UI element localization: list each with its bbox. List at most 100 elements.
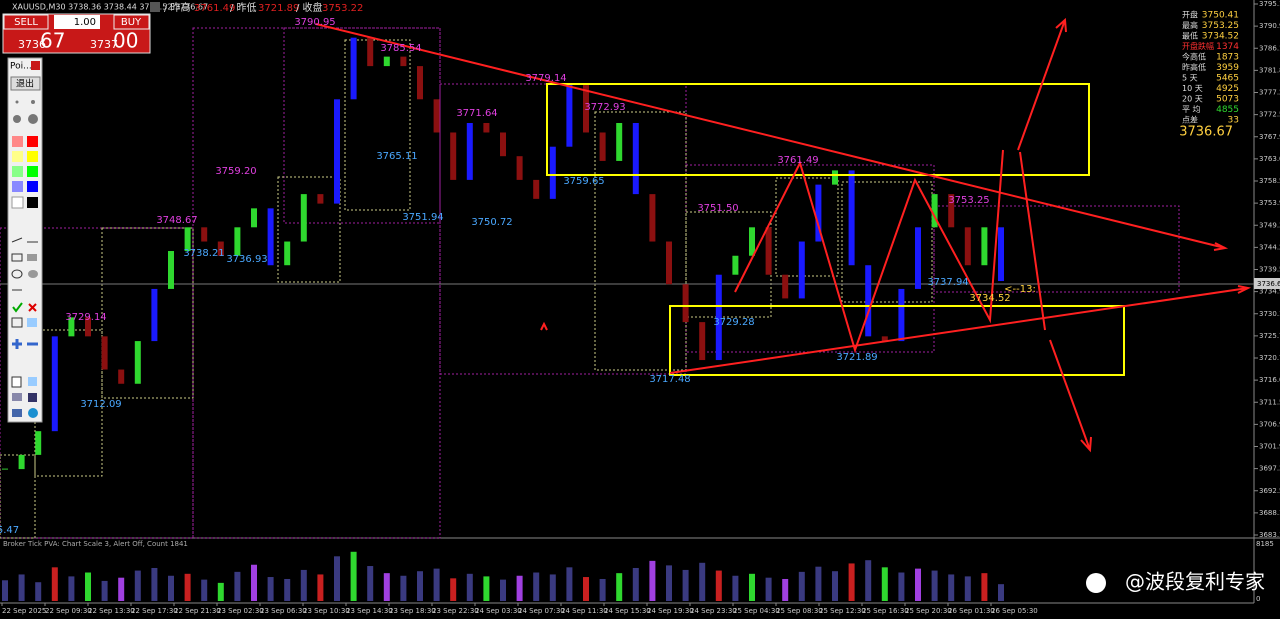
- buy-price-pips[interactable]: 00: [113, 29, 138, 53]
- volume-bar: [699, 562, 706, 601]
- y-tick-label: 3730.10: [1259, 310, 1280, 318]
- sell-label[interactable]: SELL: [14, 17, 38, 28]
- color-swatch[interactable]: [27, 136, 38, 147]
- close-button[interactable]: [31, 61, 40, 70]
- candle: [151, 288, 158, 342]
- tool[interactable]: [28, 303, 37, 312]
- volume-bar: [981, 573, 988, 601]
- volume-bar: [798, 571, 805, 601]
- info-label: 昨高低: [1182, 62, 1206, 72]
- sell-button[interactable]: [3, 14, 49, 30]
- tool[interactable]: [11, 376, 22, 388]
- candle: [583, 85, 589, 133]
- color-swatch[interactable]: [11, 196, 24, 209]
- color-swatch[interactable]: [12, 151, 23, 162]
- tool[interactable]: [28, 393, 37, 402]
- candle: [765, 227, 772, 275]
- y-tick-label: 3767.90: [1259, 133, 1280, 141]
- x-tick-label: 26 Sep 01:30: [948, 607, 995, 615]
- candle: [666, 241, 672, 285]
- arrow-head: [1080, 436, 1092, 453]
- tool[interactable]: [11, 317, 23, 328]
- lots-input[interactable]: [54, 15, 100, 29]
- volume-bar: [832, 571, 838, 601]
- y-tick-label: 3753.96: [1259, 199, 1280, 207]
- volume-bar: [948, 574, 955, 601]
- tool[interactable]: [11, 237, 23, 243]
- exit-label[interactable]: 退出: [16, 78, 34, 90]
- y-tick-label: 3777.21: [1259, 89, 1280, 97]
- tool[interactable]: [31, 100, 35, 104]
- buy-price[interactable]: 3737: [90, 38, 118, 51]
- price-annotation: 5.47: [0, 525, 19, 536]
- y-tick-label: 3711.50: [1259, 398, 1280, 406]
- tool[interactable]: [11, 269, 23, 279]
- tool[interactable]: [12, 393, 22, 401]
- info-value: 3750.41: [1202, 11, 1239, 21]
- color-swatch[interactable]: [27, 181, 38, 192]
- candle: [881, 336, 888, 342]
- tool[interactable]: [13, 115, 21, 123]
- candle: [234, 227, 241, 256]
- y-tick-label: 3701.90: [1259, 443, 1280, 451]
- tool[interactable]: [27, 254, 37, 261]
- exit-button[interactable]: [10, 76, 41, 91]
- tool[interactable]: [11, 253, 23, 262]
- sell-price-pips[interactable]: 67: [40, 29, 65, 53]
- range-box: [594, 111, 687, 371]
- header-button[interactable]: [150, 2, 160, 12]
- tool[interactable]: [28, 114, 38, 124]
- volume-bar: [632, 567, 639, 601]
- sell-price[interactable]: 3736: [18, 38, 46, 51]
- volume-bar: [151, 567, 158, 601]
- color-swatch[interactable]: [27, 166, 38, 177]
- info-label: 平 均: [1182, 104, 1201, 114]
- volume-bar: [616, 573, 623, 601]
- candle: [931, 194, 938, 228]
- color-swatch[interactable]: [12, 181, 23, 192]
- x-tick-label: 24 Sep 03:30: [475, 607, 522, 615]
- candle: [383, 56, 390, 67]
- info-value: 5073: [1216, 95, 1239, 105]
- label: / 收盘: [296, 1, 323, 14]
- candle: [732, 255, 739, 275]
- volume-bar: [765, 577, 772, 601]
- price-annotation: 3772.93: [584, 102, 625, 113]
- color-swatch[interactable]: [12, 136, 23, 147]
- price-annotation: 3785.54: [380, 43, 421, 54]
- candle: [284, 241, 291, 266]
- info-value: 3959: [1216, 63, 1239, 73]
- x-tick-label: 23 Sep 22:30: [432, 607, 479, 615]
- volume-bar: [284, 578, 291, 601]
- price-annotation: 3759.65: [563, 176, 604, 187]
- info-label: 最低: [1182, 31, 1198, 41]
- color-swatch[interactable]: [12, 166, 23, 177]
- y-tick-label: 3692.50: [1259, 487, 1280, 495]
- color-swatch[interactable]: [27, 197, 38, 208]
- volume-bar: [334, 556, 340, 601]
- tool[interactable]: [28, 270, 38, 278]
- tool[interactable]: [28, 408, 38, 418]
- price-annotation: 3738.21: [183, 248, 224, 259]
- color-swatch[interactable]: [27, 151, 38, 162]
- range-box: [841, 181, 933, 303]
- y-tick-label: 3772.56: [1259, 111, 1280, 119]
- x-tick-label: 22 Sep 13:30: [88, 607, 135, 615]
- volume-bar: [2, 580, 8, 601]
- candle: [134, 341, 141, 384]
- candle: [632, 123, 639, 195]
- price-annotation: 3734.52: [969, 293, 1010, 304]
- tool[interactable]: [12, 409, 22, 417]
- buy-label[interactable]: BUY: [121, 17, 142, 28]
- y-tick-label: 3758.59: [1259, 177, 1280, 185]
- y-tick-label: 3739.55: [1259, 266, 1280, 274]
- lots[interactable]: 1.00: [74, 17, 96, 28]
- candle: [549, 146, 556, 199]
- buy-button[interactable]: [113, 14, 150, 30]
- tool[interactable]: [27, 318, 37, 327]
- tool[interactable]: [12, 302, 23, 313]
- tool[interactable]: [15, 100, 19, 104]
- tool[interactable]: [28, 377, 37, 386]
- label: / 昨高: [164, 1, 191, 14]
